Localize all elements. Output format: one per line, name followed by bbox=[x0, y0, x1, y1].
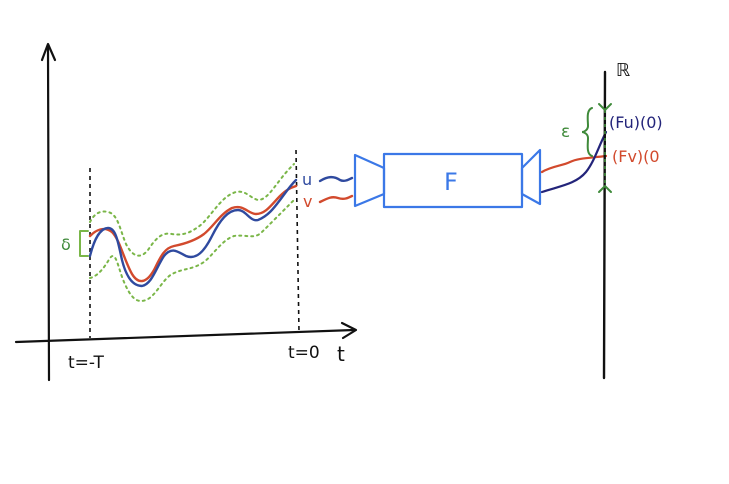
signal-curves bbox=[88, 175, 354, 288]
functional-box-group bbox=[353, 148, 542, 209]
functional-box-label: F bbox=[444, 168, 458, 196]
delta-tube bbox=[89, 163, 295, 302]
signal-u-label: u bbox=[302, 170, 312, 189]
arrow-up-icon bbox=[40, 42, 57, 62]
end-time-label: t=0 bbox=[288, 343, 320, 363]
time-axes: t=-T t=0 t bbox=[14, 42, 358, 382]
arrow-right-icon bbox=[340, 321, 358, 340]
real-line-label: ℝ bbox=[616, 60, 630, 81]
funnel-output-icon bbox=[520, 148, 542, 206]
Fu-output-label: (Fu)(0) bbox=[609, 113, 663, 132]
start-time-label: t=-T bbox=[68, 353, 104, 373]
epsilon-interval-bottom bbox=[598, 185, 612, 193]
vertical-axis bbox=[46, 46, 51, 382]
Fv-output-curve bbox=[540, 154, 608, 174]
time-axis-label: t bbox=[337, 342, 345, 366]
signal-u-curve bbox=[88, 178, 298, 288]
end-dashed-line bbox=[295, 149, 300, 333]
Fv-output-label: (Fv)(0 bbox=[612, 147, 660, 166]
u-trail bbox=[318, 175, 354, 183]
epsilon-label: ε bbox=[561, 122, 570, 142]
tube-upper-bound bbox=[89, 163, 295, 257]
v-trail bbox=[318, 194, 354, 204]
delta-marker: δ bbox=[61, 230, 89, 257]
real-line-group: ℝ ε (Fu)(0) (Fv)(0 bbox=[561, 60, 663, 380]
real-line bbox=[602, 70, 607, 380]
epsilon-brace bbox=[581, 107, 593, 157]
signal-v-label: v bbox=[303, 192, 312, 211]
horizontal-axis bbox=[14, 328, 356, 344]
output-curves bbox=[540, 130, 608, 194]
Fu-output-curve bbox=[540, 130, 608, 194]
delta-label: δ bbox=[61, 235, 71, 254]
funnel-input-icon bbox=[353, 153, 386, 208]
delta-bracket bbox=[79, 230, 89, 257]
signal-v-curve bbox=[88, 184, 298, 283]
